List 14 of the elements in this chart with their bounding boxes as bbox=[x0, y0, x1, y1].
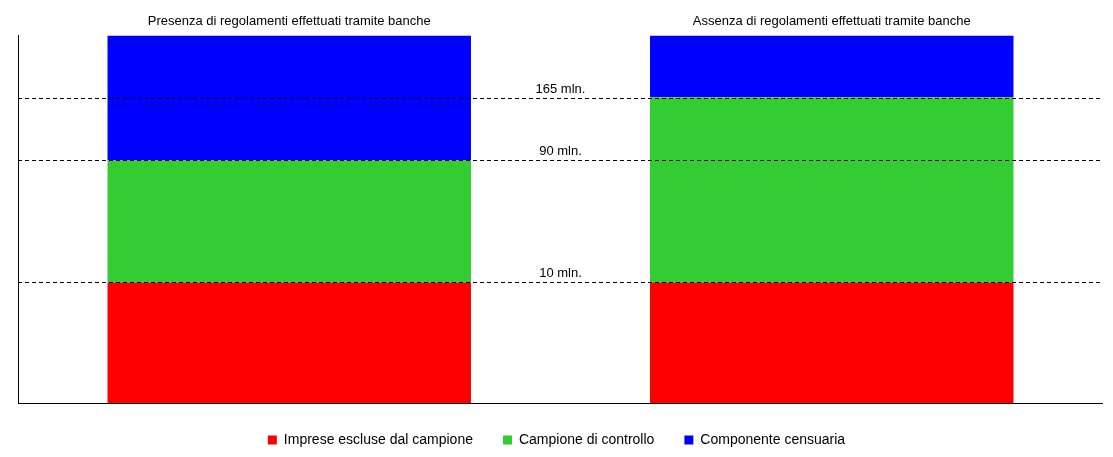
bar bbox=[650, 282, 1014, 403]
ref-line-label: 10 mln. bbox=[539, 264, 582, 280]
bar bbox=[650, 97, 1014, 283]
x-tick-label: Presenza di regolamenti effettuati tramite banche bbox=[147, 13, 431, 29]
x-tick-label: Assenza di regolamenti effettuati tramite banche bbox=[692, 13, 971, 29]
bar bbox=[107, 160, 471, 283]
ref-line-label: 165 mln. bbox=[535, 80, 586, 96]
legend-label: Componente censuaria bbox=[700, 430, 846, 447]
legend-label: Campione di controllo bbox=[518, 430, 655, 447]
legend-label: Imprese escluse dal campione bbox=[283, 430, 474, 447]
ref-line-label: 90 mln. bbox=[539, 142, 582, 158]
bar bbox=[650, 35, 1014, 98]
bar bbox=[107, 282, 471, 403]
bar bbox=[107, 35, 471, 161]
